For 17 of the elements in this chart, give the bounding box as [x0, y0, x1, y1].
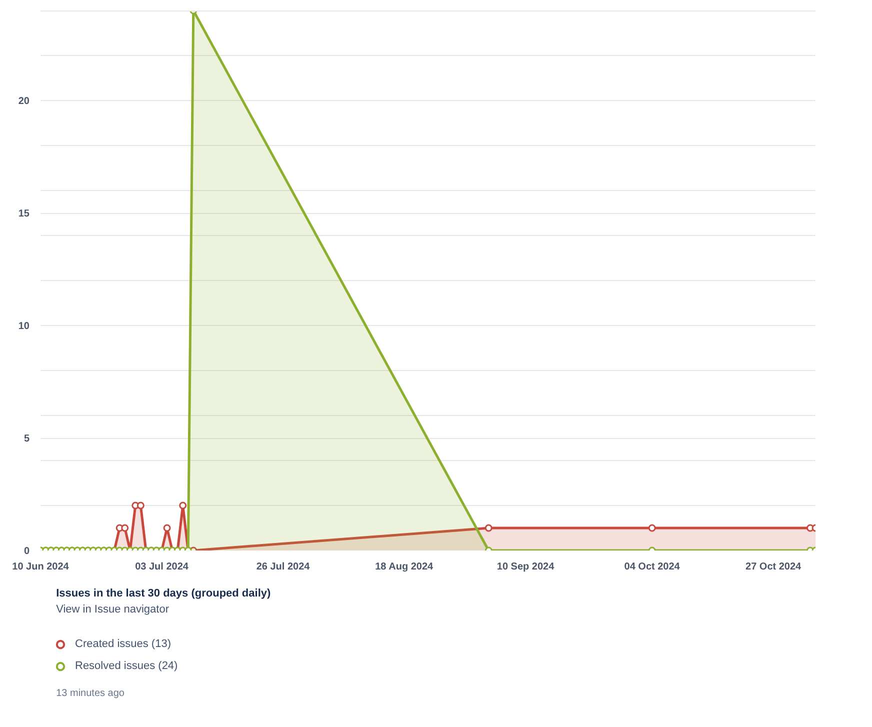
legend-label: Created issues (13)	[75, 637, 171, 652]
x-tick-label: 10 Jun 2024	[12, 562, 70, 572]
y-tick-label: 20	[18, 96, 30, 107]
x-tick-label: 26 Jul 2024	[256, 562, 310, 572]
y-tick-label: 0	[24, 546, 30, 557]
text: Issues in the last 30 days (grouped daily)	[56, 588, 271, 600]
y-tick-label: 10	[18, 321, 30, 332]
x-tick-label: 04 Oct 2024	[624, 562, 680, 572]
y-tick-label: 5	[24, 434, 30, 444]
x-tick-label: 27 Oct 2024	[746, 562, 802, 572]
text: 13 minutes ago	[56, 688, 125, 699]
x-tick-label: 10 Sep 2024	[496, 562, 555, 572]
text: View in Issue navigator	[56, 604, 170, 616]
legend-label: Resolved issues (24)	[75, 659, 178, 674]
y-tick-label: 15	[18, 208, 30, 220]
x-tick-label: 03 Jul 2024	[135, 562, 189, 572]
x-tick-label: 18 Aug 2024	[375, 562, 434, 572]
